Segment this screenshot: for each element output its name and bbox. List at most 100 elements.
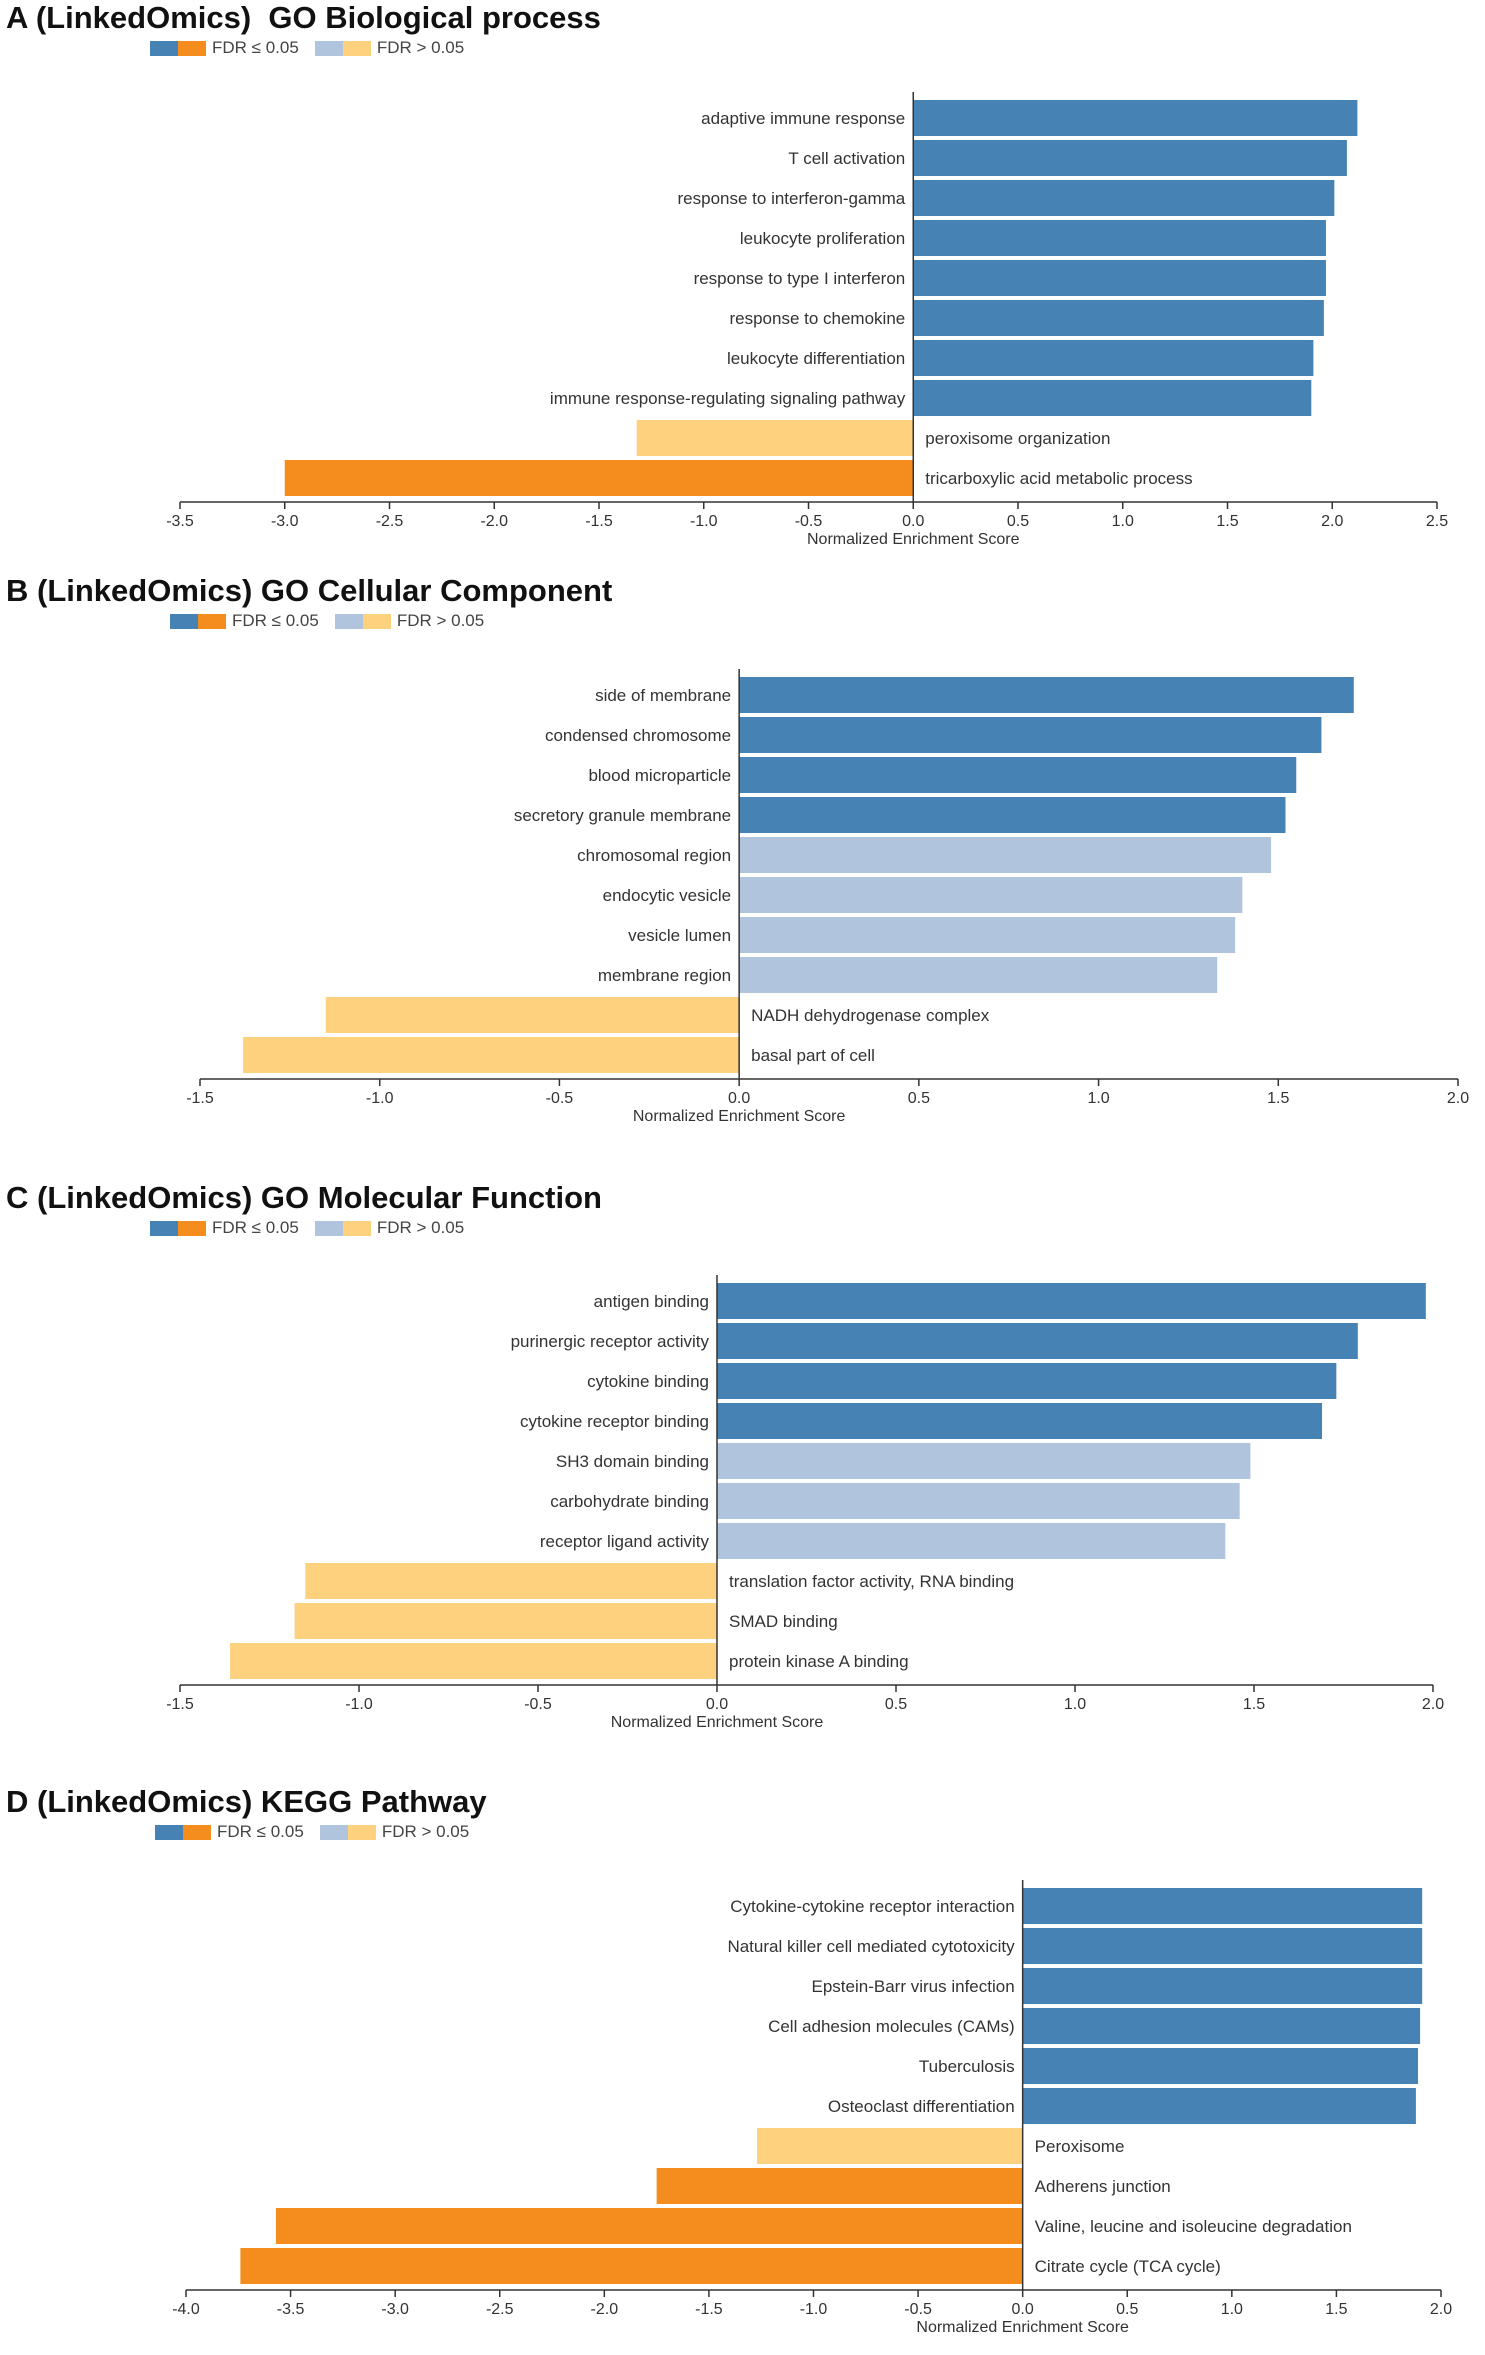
bar-chart: side of membrane condensed chromosome bloo… — [186, 669, 1469, 1125]
legend-label-nonsig: FDR > 0.05 — [376, 38, 465, 57]
x-axis-title: Normalized Enrichment Score — [916, 2319, 1129, 2336]
category-label: Cell adhesion molecules (CAMs) — [768, 2017, 1015, 2036]
x-tick-label: 1.5 — [1216, 513, 1238, 530]
category-label: Valine, leucine and isoleucine degradati… — [1035, 2217, 1352, 2236]
x-tick-label: -2.5 — [376, 513, 404, 530]
bar — [913, 340, 1314, 376]
category-label: protein kinase A binding — [729, 1652, 909, 1671]
category-label: Citrate cycle (TCA cycle) — [1035, 2257, 1221, 2276]
bar — [1022, 2088, 1416, 2124]
bar — [1022, 2048, 1418, 2084]
panel-b: B (LinkedOmics) GO Cellular Component FD… — [0, 573, 1485, 1133]
x-axis-title: Normalized Enrichment Score — [633, 1108, 846, 1125]
panel-title: A (LinkedOmics) GO Biological process — [6, 0, 601, 35]
x-tick-label: 1.5 — [1243, 1696, 1265, 1713]
panel-title: D (LinkedOmics) KEGG Pathway — [6, 1784, 487, 1819]
category-label: SH3 domain binding — [556, 1452, 709, 1471]
x-tick-label: -0.5 — [524, 1696, 552, 1713]
category-label: translation factor activity, RNA binding — [729, 1572, 1014, 1591]
legend-swatch-neg-sig — [183, 1824, 211, 1840]
category-label: leukocyte proliferation — [740, 229, 905, 248]
x-tick-label: -1.5 — [166, 1696, 194, 1713]
x-tick-label: 1.5 — [1267, 1090, 1289, 1107]
x-tick-label: -1.0 — [800, 2301, 828, 2318]
x-tick-label: -0.5 — [795, 513, 823, 530]
bar — [717, 1323, 1358, 1359]
legend: FDR ≤ 0.05 FDR > 0.05 — [170, 611, 500, 631]
category-label: leukocyte differentiation — [727, 349, 905, 368]
x-axis-title: Normalized Enrichment Score — [611, 1714, 824, 1731]
legend-label-nonsig: FDR > 0.05 — [376, 1218, 465, 1237]
x-tick-label: 1.0 — [1064, 1696, 1086, 1713]
category-label: Natural killer cell mediated cytotoxicit… — [727, 1937, 1015, 1956]
bar — [1022, 2008, 1421, 2044]
category-label: T cell activation — [788, 149, 905, 168]
legend-label-nonsig: FDR > 0.05 — [396, 611, 485, 630]
bar — [739, 757, 1297, 793]
category-label: Epstein-Barr virus infection — [812, 1977, 1015, 1996]
bar — [1022, 1888, 1423, 1924]
x-tick-label: 0.5 — [1007, 513, 1029, 530]
x-tick-label: 2.0 — [1422, 1696, 1444, 1713]
x-tick-label: -0.5 — [546, 1090, 574, 1107]
legend-swatch-pos-nonsig — [314, 40, 343, 56]
x-tick-label: 0.5 — [885, 1696, 907, 1713]
legend-label-nonsig: FDR > 0.05 — [381, 1822, 470, 1841]
x-axis-title: Normalized Enrichment Score — [807, 531, 1020, 548]
bar — [717, 1483, 1240, 1519]
legend-swatch-neg-nonsig — [347, 1824, 376, 1840]
legend-label-sig: FDR ≤ 0.05 — [217, 1822, 304, 1841]
category-label: antigen binding — [594, 1292, 709, 1311]
bar — [717, 1283, 1426, 1319]
legend-swatch-neg-sig — [178, 1220, 206, 1236]
category-label: tricarboxylic acid metabolic process — [925, 469, 1192, 488]
bar — [739, 957, 1218, 993]
legend: FDR ≤ 0.05 FDR > 0.05 — [155, 1822, 485, 1842]
category-label: cytokine receptor binding — [520, 1412, 709, 1431]
x-tick-label: 1.0 — [1112, 513, 1134, 530]
category-label: Cytokine-cytokine receptor interaction — [730, 1897, 1014, 1916]
legend-swatch-pos-nonsig — [334, 613, 363, 629]
bar — [739, 797, 1286, 833]
x-tick-label: -3.5 — [166, 513, 194, 530]
x-tick-label: 0.0 — [706, 1696, 728, 1713]
bar — [717, 1403, 1323, 1439]
bar — [913, 260, 1326, 296]
panel-c: C (LinkedOmics) GO Molecular Function FD… — [0, 1180, 1485, 1740]
legend-label-sig: FDR ≤ 0.05 — [232, 611, 319, 630]
x-tick-label: -4.0 — [172, 2301, 200, 2318]
x-tick-label: 0.0 — [1012, 2301, 1034, 2318]
legend-label-sig: FDR ≤ 0.05 — [212, 1218, 299, 1237]
bar — [913, 380, 1312, 416]
legend-swatch-neg-sig — [198, 613, 226, 629]
legend-swatch-neg-nonsig — [342, 40, 371, 56]
category-label: membrane region — [598, 966, 731, 985]
legend: FDR ≤ 0.05 FDR > 0.05 — [150, 38, 480, 58]
x-tick-label: -1.5 — [186, 1090, 214, 1107]
category-label: receptor ligand activity — [540, 1532, 710, 1551]
x-tick-label: -2.0 — [480, 513, 508, 530]
category-label: response to chemokine — [729, 309, 905, 328]
category-label: blood microparticle — [588, 766, 731, 785]
x-tick-label: 1.5 — [1325, 2301, 1347, 2318]
x-tick-label: 2.0 — [1321, 513, 1343, 530]
category-label: SMAD binding — [729, 1612, 838, 1631]
category-label: chromosomal region — [577, 846, 731, 865]
category-label: condensed chromosome — [545, 726, 731, 745]
bar — [325, 997, 740, 1033]
bar — [739, 877, 1243, 913]
legend-swatch-pos-sig — [170, 613, 198, 629]
x-tick-label: 2.0 — [1447, 1090, 1469, 1107]
category-label: cytokine binding — [587, 1372, 709, 1391]
bar — [913, 100, 1358, 136]
bar — [913, 300, 1324, 336]
category-label: immune response-regulating signaling pat… — [550, 389, 906, 408]
x-tick-label: 2.0 — [1430, 2301, 1452, 2318]
category-label: carbohydrate binding — [550, 1492, 709, 1511]
category-label: secretory granule membrane — [514, 806, 731, 825]
bar-chart: antigen binding purinergic receptor activ… — [166, 1275, 1444, 1731]
legend-swatch-neg-sig — [178, 40, 206, 56]
bar — [243, 1037, 740, 1073]
bar — [230, 1643, 717, 1679]
category-label: adaptive immune response — [701, 109, 905, 128]
